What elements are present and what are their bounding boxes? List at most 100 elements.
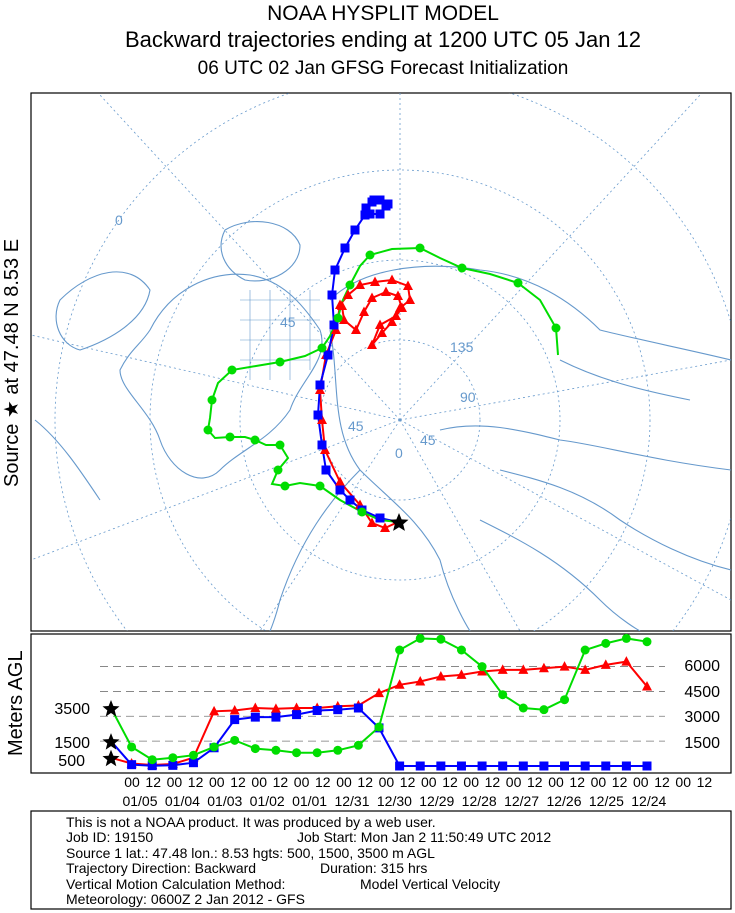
height-point: [292, 710, 302, 720]
map-trajectory-point: [397, 302, 407, 312]
chart-x-labels: 00 12 00 12 00 12 00 12 00 12 00 12 00 12 00 12 00 12 00 12…: [122, 774, 712, 809]
height-point: [642, 637, 652, 647]
title-line-1: NOAA HYSPLIT MODEL: [267, 2, 499, 25]
x-hour-label: 12: [527, 774, 543, 790]
map-trajectory-point: [250, 435, 260, 445]
map-trajectory-point: [327, 290, 337, 300]
height-point: [580, 664, 591, 674]
map-trajectory-point: [375, 209, 385, 219]
height-point: [580, 645, 590, 655]
x-hour-label: 00: [675, 774, 691, 790]
height-point: [353, 703, 363, 713]
height-point: [498, 761, 508, 771]
map-trajectory-point: [323, 350, 333, 360]
map-trajectory-point: [317, 343, 327, 353]
height-point: [538, 662, 549, 673]
longitude-labels: 0 45 135 90 45 0 45: [115, 212, 476, 461]
height-point: [415, 761, 425, 771]
height-point: [333, 745, 343, 755]
map-trajectory-point: [343, 289, 353, 299]
map-trajectory-point: [391, 310, 401, 320]
lon-label: 45: [280, 314, 296, 330]
info-frame: [30, 810, 732, 910]
map-trajectory-point: [225, 432, 235, 442]
right-tick-4500: 4500: [684, 684, 720, 701]
x-hour-label: 12: [400, 774, 416, 790]
x-hour-label: 12: [315, 774, 331, 790]
height-point: [333, 705, 343, 715]
map-trajectory-point: [551, 323, 561, 333]
map-trajectory-point: [365, 250, 375, 260]
map-trajectory-point: [351, 324, 361, 334]
height-point: [374, 722, 384, 732]
height-point: [456, 645, 466, 655]
map-trajectory-point: [361, 203, 371, 213]
info-meteorology: Meteorology: 0600Z 2 Jan 2012 - GFS: [66, 891, 305, 907]
title-line-3: 06 UTC 02 Jan GFSG Forecast Initializati…: [198, 58, 569, 79]
x-hour-label: 00: [421, 774, 437, 790]
height-point: [601, 761, 611, 771]
height-series-line: [110, 660, 648, 767]
height-point: [518, 761, 528, 771]
right-tick-3000: 3000: [684, 709, 720, 726]
map-trajectory-point: [457, 263, 467, 273]
map-frame: [30, 92, 732, 632]
lon-label: 90: [460, 389, 476, 405]
height-point: [312, 748, 322, 758]
map-trajectory-point: [337, 300, 347, 310]
height-point: [250, 744, 260, 754]
height-point: [209, 705, 220, 716]
info-source: Source 1 lat.: 47.48 lon.: 8.53 hgts: 50…: [66, 845, 435, 861]
x-hour-label: 12: [612, 774, 628, 790]
x-date-label: 01/01: [292, 793, 327, 809]
map-trajectory-point: [369, 195, 379, 205]
map-trajectory-green: [206, 246, 559, 523]
right-tick-6000: 6000: [684, 658, 720, 675]
x-hour-label: 00: [633, 774, 649, 790]
x-date-label: 01/05: [122, 793, 157, 809]
info-job-start: Job Start: Mon Jan 2 11:50:49 UTC 2012: [297, 829, 551, 845]
map-trajectory-point: [370, 276, 380, 286]
x-hour-label: 12: [357, 774, 373, 790]
height-point: [271, 745, 281, 755]
height-point: [229, 704, 240, 715]
x-hour-label: 00: [506, 774, 522, 790]
map-trajectory-point: [315, 380, 325, 390]
chart-frame: [30, 633, 732, 774]
height-point: [415, 675, 426, 686]
height-point: [250, 712, 260, 722]
height-point: [292, 748, 302, 758]
map-graticule: [31, 93, 731, 631]
map-trajectory-point: [345, 280, 355, 290]
map-trajectory-markers: [203, 195, 561, 532]
height-point: [312, 705, 322, 715]
height-point: [353, 740, 363, 750]
map-trajectory-point: [315, 481, 325, 491]
height-point: [477, 761, 487, 771]
height-point: [250, 702, 261, 712]
map-trajectories: [206, 198, 559, 530]
height-point: [435, 671, 446, 681]
height-point: [456, 669, 467, 679]
height-point: [456, 761, 466, 771]
height-point: [518, 664, 529, 674]
x-hour-label: 00: [548, 774, 564, 790]
source-star-icon: [389, 513, 409, 531]
height-point: [271, 712, 281, 722]
x-date-label: 12/28: [462, 793, 497, 809]
map-trajectory-point: [321, 465, 331, 475]
map-trajectory-point: [380, 522, 390, 532]
height-point: [127, 760, 137, 770]
map-trajectory-point: [355, 279, 365, 289]
info-job-id: Job ID: 19150: [66, 829, 153, 845]
x-hour-label: 00: [591, 774, 607, 790]
height-point: [539, 705, 549, 715]
height-source-star-icon: [102, 749, 120, 767]
map-trajectory-point: [387, 316, 397, 326]
map-trajectory-point: [350, 225, 360, 235]
x-hour-label: 12: [569, 774, 585, 790]
map-trajectory-point: [335, 476, 345, 486]
left-tick-1500: 1500: [54, 735, 90, 752]
x-date-label: 12/24: [631, 793, 666, 809]
